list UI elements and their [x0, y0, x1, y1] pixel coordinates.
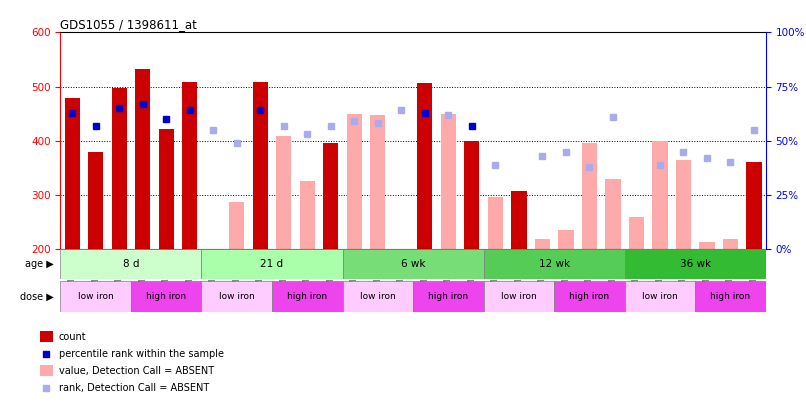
- Bar: [202, 249, 343, 279]
- Bar: [559, 230, 574, 249]
- Bar: [159, 129, 174, 249]
- Bar: [276, 136, 292, 249]
- Text: high iron: high iron: [287, 292, 327, 301]
- Text: GDS1055 / 1398611_at: GDS1055 / 1398611_at: [60, 18, 197, 31]
- Bar: [272, 281, 343, 312]
- Bar: [252, 82, 268, 249]
- Bar: [182, 82, 197, 249]
- Bar: [370, 115, 385, 249]
- Bar: [131, 281, 202, 312]
- Text: 6 wk: 6 wk: [401, 259, 426, 269]
- Bar: [418, 83, 433, 249]
- Text: rank, Detection Call = ABSENT: rank, Detection Call = ABSENT: [59, 383, 210, 393]
- Bar: [464, 141, 480, 249]
- Text: 36 wk: 36 wk: [679, 259, 711, 269]
- Text: high iron: high iron: [428, 292, 468, 301]
- Text: high iron: high iron: [710, 292, 750, 301]
- Bar: [675, 160, 691, 249]
- Bar: [484, 281, 554, 312]
- Text: value, Detection Call = ABSENT: value, Detection Call = ABSENT: [59, 366, 214, 376]
- Bar: [582, 143, 597, 249]
- Bar: [511, 191, 526, 249]
- Text: 12 wk: 12 wk: [538, 259, 570, 269]
- Text: 21 d: 21 d: [260, 259, 284, 269]
- Bar: [135, 69, 151, 249]
- Text: low iron: low iron: [501, 292, 537, 301]
- Bar: [700, 242, 715, 249]
- Bar: [605, 179, 621, 249]
- Bar: [343, 281, 413, 312]
- Text: percentile rank within the sample: percentile rank within the sample: [59, 349, 224, 359]
- Bar: [343, 249, 484, 279]
- Text: low iron: low iron: [642, 292, 678, 301]
- Bar: [488, 196, 503, 249]
- Text: low iron: low iron: [360, 292, 396, 301]
- Bar: [554, 281, 625, 312]
- Text: count: count: [59, 332, 86, 342]
- Bar: [323, 143, 339, 249]
- Bar: [64, 98, 80, 249]
- Bar: [746, 162, 762, 249]
- Bar: [723, 239, 738, 249]
- Bar: [39, 365, 53, 376]
- Bar: [652, 141, 667, 249]
- Bar: [347, 114, 362, 249]
- Bar: [111, 88, 127, 249]
- Text: low iron: low iron: [219, 292, 255, 301]
- Bar: [484, 249, 625, 279]
- Text: high iron: high iron: [146, 292, 186, 301]
- Bar: [413, 281, 484, 312]
- Bar: [441, 114, 456, 249]
- Bar: [202, 281, 272, 312]
- Bar: [625, 249, 766, 279]
- Bar: [629, 217, 644, 249]
- Bar: [229, 202, 244, 249]
- Text: age ▶: age ▶: [25, 259, 53, 269]
- Bar: [625, 281, 695, 312]
- Bar: [39, 331, 53, 342]
- Text: dose ▶: dose ▶: [19, 292, 53, 302]
- Bar: [88, 151, 103, 249]
- Text: high iron: high iron: [569, 292, 609, 301]
- Bar: [534, 239, 550, 249]
- Text: low iron: low iron: [78, 292, 114, 301]
- Bar: [60, 281, 131, 312]
- Bar: [300, 181, 315, 249]
- Text: 8 d: 8 d: [123, 259, 139, 269]
- Bar: [695, 281, 766, 312]
- Bar: [60, 249, 201, 279]
